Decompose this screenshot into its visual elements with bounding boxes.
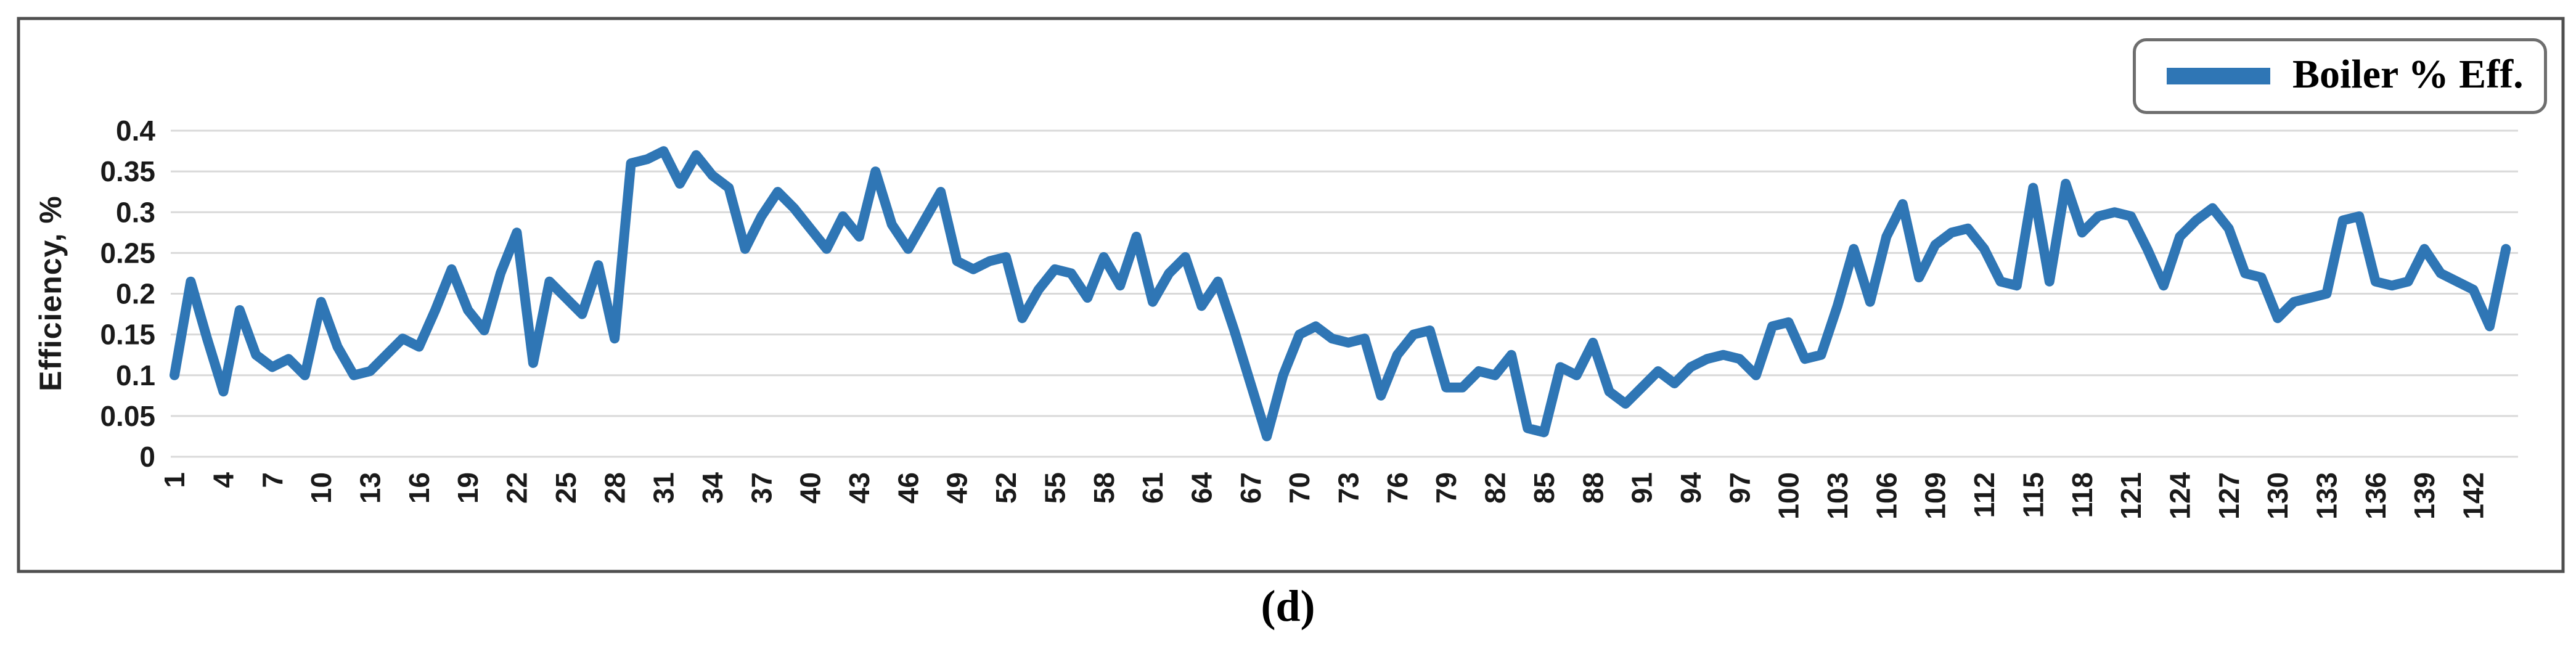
y-tick-label: 0.4 bbox=[116, 115, 155, 147]
x-tick-label: 67 bbox=[1235, 472, 1267, 504]
x-tick-label: 73 bbox=[1333, 472, 1365, 504]
x-tick-label: 103 bbox=[1822, 472, 1854, 520]
y-tick-label: 0.1 bbox=[116, 359, 155, 391]
x-tick-label: 52 bbox=[990, 472, 1022, 504]
legend-label: Boiler % Eff. bbox=[2292, 51, 2524, 97]
x-tick-label: 34 bbox=[697, 472, 729, 504]
x-tick-label: 25 bbox=[550, 472, 582, 504]
x-tick-label: 22 bbox=[501, 472, 533, 504]
x-tick-label: 13 bbox=[354, 472, 386, 504]
x-tick-label: 1 bbox=[158, 472, 190, 488]
x-tick-label: 79 bbox=[1430, 472, 1462, 504]
x-tick-label: 109 bbox=[1920, 472, 1952, 520]
x-tick-label: 31 bbox=[648, 472, 680, 504]
x-tick-label: 70 bbox=[1283, 472, 1315, 504]
x-tick-label: 76 bbox=[1381, 472, 1413, 504]
x-tick-label: 115 bbox=[2017, 472, 2049, 518]
x-tick-label: 100 bbox=[1773, 472, 1805, 520]
x-tick-label: 94 bbox=[1675, 472, 1707, 504]
x-tick-label: 136 bbox=[2360, 472, 2392, 520]
x-tick-label: 112 bbox=[1968, 472, 2000, 518]
x-tick-label: 46 bbox=[892, 472, 924, 504]
x-tick-label: 58 bbox=[1088, 472, 1120, 504]
series-line-boiler-eff bbox=[170, 146, 2511, 441]
legend: Boiler % Eff. bbox=[2133, 38, 2547, 114]
x-tick-label: 85 bbox=[1528, 472, 1560, 504]
x-tick-label: 127 bbox=[2213, 472, 2245, 520]
x-tick-label: 37 bbox=[745, 472, 777, 504]
y-tick-label: 0.3 bbox=[116, 196, 155, 228]
x-tick-label: 91 bbox=[1626, 472, 1658, 504]
x-tick-label: 82 bbox=[1479, 472, 1511, 504]
x-tick-label: 7 bbox=[256, 472, 288, 488]
x-tick-label: 97 bbox=[1723, 472, 1756, 504]
legend-line-swatch bbox=[2167, 68, 2270, 84]
y-tick-label: 0.25 bbox=[100, 237, 155, 269]
x-tick-label: 19 bbox=[452, 472, 484, 504]
x-tick-label: 61 bbox=[1137, 472, 1169, 504]
x-tick-label: 130 bbox=[2262, 472, 2294, 520]
chart-frame bbox=[17, 17, 2565, 573]
x-tick-label: 124 bbox=[2164, 472, 2196, 520]
y-axis-title: Efficiency, % bbox=[33, 195, 68, 391]
x-tick-label: 10 bbox=[305, 472, 337, 504]
x-tick-label: 43 bbox=[843, 472, 875, 504]
x-tick-label: 49 bbox=[941, 472, 973, 504]
x-tick-label: 121 bbox=[2115, 472, 2147, 520]
x-tick-label: 139 bbox=[2408, 472, 2440, 520]
x-tick-label: 88 bbox=[1577, 472, 1609, 504]
figure-caption: (d) bbox=[1261, 581, 1315, 631]
x-tick-label: 118 bbox=[2066, 472, 2098, 518]
x-tick-label: 40 bbox=[795, 472, 827, 504]
y-tick-label: 0 bbox=[139, 441, 155, 473]
x-tick-label: 55 bbox=[1039, 472, 1071, 504]
y-tick-label: 0.35 bbox=[100, 155, 155, 187]
x-tick-label: 133 bbox=[2311, 472, 2343, 520]
x-tick-label: 106 bbox=[1870, 472, 1902, 520]
x-tick-label: 142 bbox=[2458, 472, 2490, 520]
x-tick-label: 4 bbox=[207, 472, 239, 488]
x-axis-tick-labels: 1 4 7 10 13 16 19 22 25 28 31 34 37 40 43 46 49 52 55 58 61 6… bbox=[158, 472, 2489, 520]
x-tick-label: 16 bbox=[403, 472, 435, 504]
y-tick-label: 0.15 bbox=[100, 319, 155, 351]
x-tick-label: 28 bbox=[599, 472, 631, 504]
x-tick-label: 64 bbox=[1185, 472, 1217, 504]
y-tick-label: 0.05 bbox=[100, 400, 155, 432]
y-tick-label: 0.2 bbox=[116, 278, 155, 310]
y-axis-tick-labels: 0.4 0.35 0.3 0.25 0.2 0.15 0.1 0.05 0 bbox=[100, 115, 155, 473]
